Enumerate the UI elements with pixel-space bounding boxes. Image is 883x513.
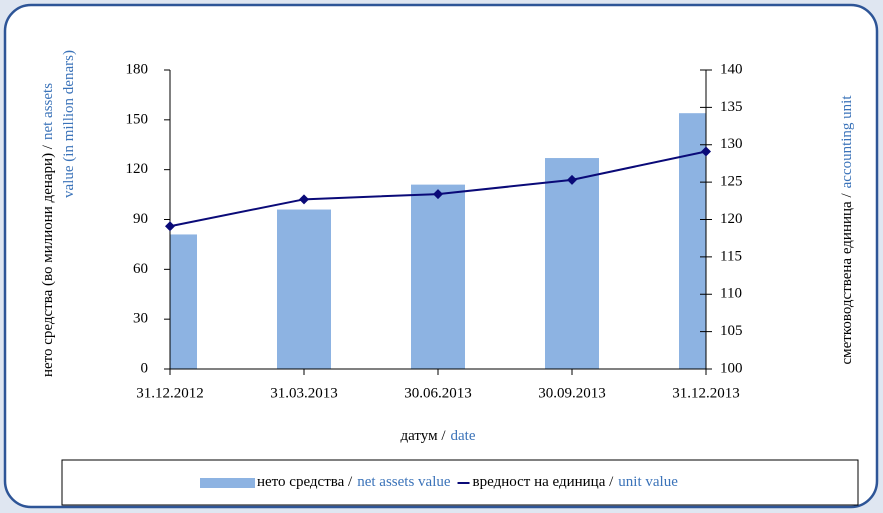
y2-tick-label: 140	[720, 61, 743, 77]
y-axis-label: value (in million denars)	[61, 50, 77, 198]
x-axis-label: датум / date	[401, 428, 476, 444]
legend-swatch	[200, 478, 255, 488]
y-axis-label-part: value (in million denars)	[61, 50, 77, 198]
legend-label: вредност на единица / unit value	[473, 474, 679, 490]
y2-tick-label: 100	[720, 360, 743, 376]
marker	[299, 194, 309, 205]
legend-label-part: нето средства /	[257, 474, 353, 490]
marker	[165, 221, 175, 232]
y2-tick-label: 120	[720, 211, 743, 227]
bar	[411, 184, 465, 369]
x-tick-label: 30.06.2013	[404, 385, 472, 401]
y2-tick-label: 105	[720, 323, 743, 339]
x-axis-label-part: датум /	[401, 428, 447, 444]
x-tick-label: 31.03.2013	[270, 385, 338, 401]
y2-tick-label: 110	[720, 286, 742, 302]
y2-tick-label: 125	[720, 174, 743, 190]
marker	[433, 189, 443, 200]
y-axis-label: нето средства (во милиони денари) / net a…	[40, 83, 56, 377]
y-axis-label-part: net assets	[40, 83, 56, 140]
x-tick-label: 31.12.2013	[672, 385, 740, 401]
y2-axis-label-part: сметководствена единица /	[839, 193, 855, 365]
y-tick-label: 60	[133, 261, 148, 277]
y-tick-label: 0	[141, 360, 149, 376]
y-tick-label: 90	[133, 211, 148, 227]
legend-label: нето средства / net assets value	[257, 474, 451, 490]
marker	[567, 174, 577, 185]
y2-axis-label-part: accounting unit	[839, 95, 855, 189]
y2-axis-label: сметководствена единица / accounting unit	[839, 95, 855, 365]
marker	[701, 146, 711, 157]
y2-tick-label: 135	[720, 99, 743, 115]
y-tick-label: 150	[126, 111, 149, 127]
y-tick-label: 120	[126, 161, 149, 177]
bar	[277, 209, 331, 369]
legend-label-part: net assets value	[357, 474, 451, 490]
y-tick-label: 30	[133, 311, 148, 327]
bar	[545, 158, 599, 369]
y2-tick-label: 130	[720, 136, 743, 152]
x-tick-label: 30.09.2013	[538, 385, 606, 401]
y-tick-label: 180	[126, 61, 149, 77]
legend-label-part: unit value	[618, 474, 678, 490]
x-axis-label-part: date	[451, 428, 476, 444]
y2-tick-label: 115	[720, 248, 742, 264]
x-tick-label: 31.12.2012	[136, 385, 204, 401]
y-axis-label-part: нето средства (во милиони денари) /	[40, 144, 56, 377]
bar	[170, 234, 197, 369]
legend-label-part: вредност на единица /	[473, 474, 615, 490]
